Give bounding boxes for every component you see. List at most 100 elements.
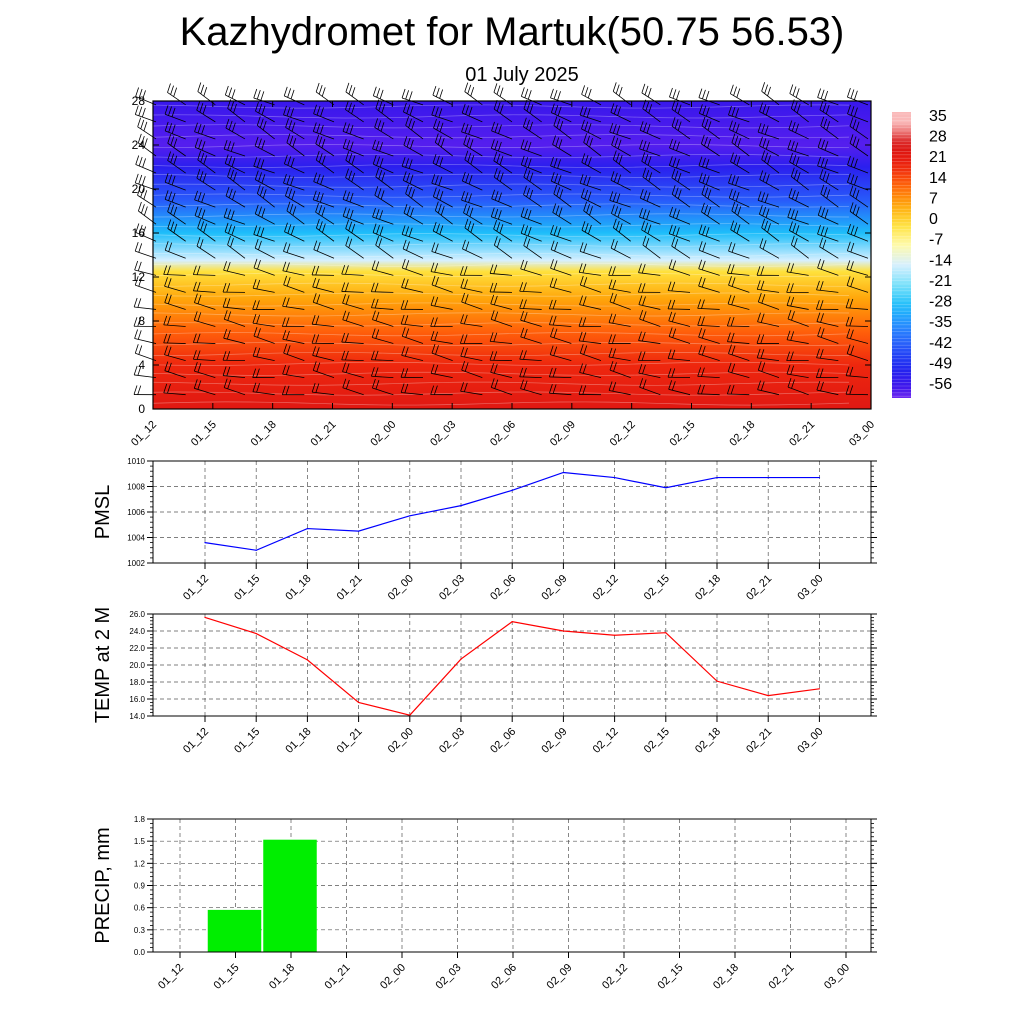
wind-barb [668, 156, 691, 174]
wind-barb [638, 263, 661, 276]
x-tick-label: 02_03 [437, 573, 467, 603]
wind-barb [612, 218, 631, 242]
wind-barb [669, 206, 691, 225]
wind-barb [285, 118, 305, 140]
wind-barb [578, 263, 602, 276]
wind-barb [430, 317, 453, 327]
wind-barb [164, 173, 186, 191]
wind-barb [433, 118, 453, 140]
wind-barb [550, 224, 572, 242]
y-tick-label: 0.0 [134, 948, 146, 957]
wind-barb [550, 88, 572, 106]
wind-barb [787, 208, 809, 225]
page-title: Kazhydromet for Martuk(50.75 56.53) [179, 10, 845, 54]
wind-barb [612, 150, 631, 174]
wind-barb [283, 343, 305, 361]
wind-barb [668, 380, 691, 396]
wind-barb [372, 223, 394, 242]
wind-barb [430, 296, 453, 310]
wind-barb [728, 105, 750, 123]
wind-barb [731, 201, 750, 225]
wind-barb [402, 171, 424, 191]
wind-barb [371, 328, 394, 344]
wind-barb [728, 188, 750, 208]
wind-barb [194, 138, 216, 157]
wind-barb [583, 133, 602, 157]
wind-barb [727, 264, 750, 276]
wind-barb [315, 82, 335, 106]
colorbar-label: -42 [929, 335, 952, 352]
y-tick-label: 16 [132, 226, 146, 240]
series-point [665, 632, 667, 634]
wind-barb [698, 259, 720, 276]
wind-barb [163, 265, 186, 276]
heatmap-contour [152, 223, 850, 228]
wind-barb [727, 362, 750, 379]
x-tick-label: 01_18 [267, 962, 297, 992]
series-point [716, 476, 718, 479]
wind-barb [845, 366, 869, 379]
x-tick-label: 02_15 [642, 726, 672, 756]
wind-barb [727, 294, 750, 310]
wind-barb [728, 242, 750, 259]
wind-barb [815, 300, 839, 310]
wind-barb [370, 350, 394, 361]
wind-barb [252, 382, 275, 396]
wind-barb [489, 282, 513, 293]
wind-barb [430, 364, 453, 379]
wind-barb [224, 222, 246, 242]
x-tick-label: 01_18 [283, 573, 313, 603]
series-point [716, 680, 718, 682]
x-tick-label: 03_00 [795, 726, 825, 756]
wind-barb [313, 104, 335, 123]
wind-barb [580, 188, 602, 208]
wind-barb [401, 225, 424, 242]
wind-barb [579, 275, 602, 293]
x-tick-label: 01_21 [323, 962, 353, 992]
wind-barb [667, 368, 691, 379]
wind-barb [816, 348, 839, 361]
wind-barb [701, 116, 720, 140]
wind-barb [223, 378, 246, 396]
wind-barb [757, 361, 780, 379]
wind-barb [342, 362, 364, 379]
wind-barb [520, 259, 542, 276]
colorbar-label: 14 [929, 170, 947, 187]
heatmap-panel: 0 4 8 12 16 20 24 28 01_12 01_15 01_18 01_21 02_00 02… [129, 82, 877, 449]
wind-barb [342, 378, 364, 396]
wind-barb [639, 139, 661, 157]
precip-panel: 0.0 0.3 0.6 0.9 1.2 1.5 1.8 01_12 01_15 01_18 01_2… [92, 815, 877, 992]
wind-barb [341, 264, 364, 276]
wind-barb [133, 317, 157, 327]
wind-barb [819, 100, 839, 123]
colorbar-label: 21 [929, 149, 947, 166]
wind-barb [252, 300, 275, 310]
wind-barb [816, 380, 839, 396]
wind-barb [581, 119, 602, 140]
wind-barb [787, 309, 809, 327]
series-point [306, 659, 308, 661]
wind-barb [756, 280, 780, 293]
colorbar-label: -56 [929, 376, 952, 393]
wind-barb [252, 346, 275, 361]
wind-barb [608, 347, 631, 361]
wind-barb [759, 238, 780, 259]
wind-barb [671, 100, 691, 123]
wind-barb [671, 168, 691, 191]
wind-barb [282, 297, 305, 310]
wind-barb [550, 103, 572, 123]
wind-barb [609, 292, 631, 310]
wind-barb [612, 82, 631, 106]
wind-barb [815, 368, 839, 379]
wind-barb [638, 331, 661, 344]
wind-barb [372, 155, 394, 174]
series-point [614, 476, 616, 479]
heatmap-contour [152, 233, 850, 238]
x-tick-label: 01_21 [335, 573, 365, 603]
wind-barb [489, 351, 513, 361]
wind-barb [549, 277, 572, 293]
wind-barb [194, 293, 216, 310]
wind-barb [491, 189, 513, 208]
x-tick-label: 02_21 [787, 419, 817, 449]
